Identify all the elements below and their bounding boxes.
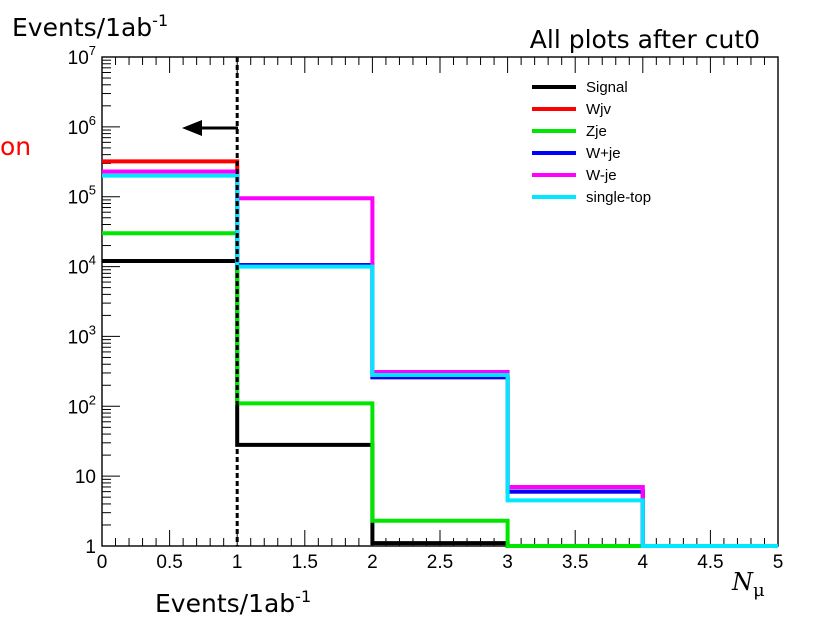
bottom-y-axis-title: Events/1ab-1 bbox=[155, 587, 311, 618]
y-tick-label: 1 bbox=[85, 537, 96, 558]
x-tick-label: 3 bbox=[502, 552, 513, 573]
legend-label: Wjv bbox=[586, 101, 611, 118]
y-axis-ticks: 1 10 102 103 104 105 106 107 bbox=[68, 43, 120, 558]
x-tick-label: 1 bbox=[232, 552, 243, 573]
legend: Signal Wjv Zje W+je W-je single-top bbox=[532, 79, 651, 206]
y-tick-label: 106 bbox=[68, 113, 96, 139]
x-tick-label: 5 bbox=[773, 552, 784, 573]
x-tick-label: 1.5 bbox=[292, 552, 318, 573]
x-axis-label: Nμ bbox=[731, 568, 765, 601]
legend-label: W-je bbox=[586, 167, 617, 184]
x-tick-label: 4.5 bbox=[697, 552, 723, 573]
legend-label: single-top bbox=[586, 189, 651, 206]
series-line-wjv bbox=[102, 159, 778, 548]
series-line-w-je bbox=[102, 169, 778, 548]
x-tick-label: 2 bbox=[367, 552, 378, 573]
y-axis-title: Events/1ab-1 bbox=[12, 11, 168, 42]
left-arrow-icon bbox=[182, 120, 238, 136]
y-tick-label: 102 bbox=[68, 392, 96, 418]
x-axis-ticks: 0 0.5 1 1.5 2 2.5 3 3.5 4 4.5 5 bbox=[97, 57, 784, 573]
series-layer bbox=[102, 159, 778, 548]
x-tick-label: 4 bbox=[638, 552, 649, 573]
y-tick-label: 103 bbox=[68, 322, 96, 348]
legend-label: W+je bbox=[586, 145, 621, 162]
y-tick-label: 105 bbox=[68, 183, 96, 209]
y-tick-label: 10 bbox=[75, 467, 96, 488]
series-line-single-top bbox=[102, 173, 778, 548]
legend-label: Signal bbox=[586, 79, 628, 96]
y-tick-label: 104 bbox=[68, 253, 96, 279]
chart-subtitle: All plots after cut0 bbox=[530, 25, 760, 54]
x-tick-label: 0.5 bbox=[156, 552, 182, 573]
side-text: on bbox=[0, 132, 31, 161]
x-tick-label: 0 bbox=[97, 552, 108, 573]
y-tick-label: 107 bbox=[68, 43, 96, 69]
x-tick-label: 3.5 bbox=[562, 552, 588, 573]
series-line-signal bbox=[102, 259, 778, 548]
legend-label: Zje bbox=[586, 123, 607, 140]
plot-frame bbox=[101, 56, 779, 547]
series-line-zje bbox=[102, 231, 778, 548]
series-line-w-je bbox=[102, 169, 778, 548]
x-tick-label: 2.5 bbox=[427, 552, 453, 573]
